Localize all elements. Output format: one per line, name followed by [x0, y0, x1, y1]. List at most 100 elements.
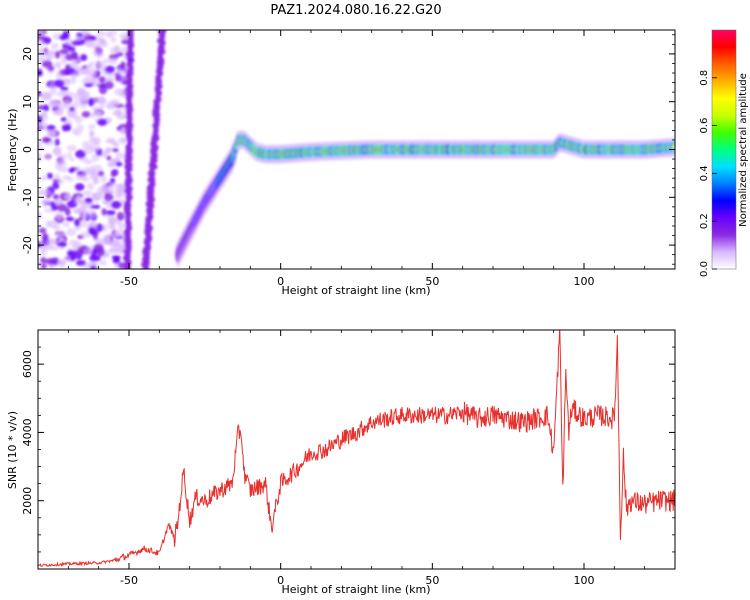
- spectrogram-cell: [83, 82, 94, 88]
- spectrogram-cell: [43, 137, 52, 143]
- spectrogram-cell: [87, 97, 95, 107]
- spectrogram-cell: [68, 156, 75, 162]
- y-tick-label: 6000: [21, 350, 34, 378]
- spectrogram-cell: [117, 222, 126, 230]
- spectrogram-cell: [54, 138, 60, 147]
- snr-background: [38, 330, 675, 569]
- spectrogram-cell: [103, 185, 115, 194]
- spectrogram-cell: [50, 203, 59, 211]
- spectrogram-cell: [108, 181, 117, 187]
- spectrogram-cell: [83, 177, 90, 182]
- spectrogram-cell: [78, 216, 84, 221]
- colorbar-tick-label: 0.6: [699, 118, 710, 134]
- x-tick-label: -50: [120, 574, 138, 587]
- spectrogram-cell: [79, 90, 90, 100]
- spectrogram-cell: [98, 95, 106, 103]
- snr-plot-area: [38, 330, 675, 568]
- spectrogram-cell: [89, 138, 100, 145]
- spectrogram-cell: [42, 36, 52, 45]
- spectrogram-cell: [51, 42, 59, 50]
- spectrogram-cell: [92, 42, 102, 51]
- spectrogram-cell: [74, 115, 83, 124]
- spectrogram-cell: [106, 137, 116, 143]
- spectrogram-cell: [52, 193, 60, 200]
- spectrogram-cell: [41, 199, 51, 204]
- spectrogram-cell: [91, 153, 100, 162]
- spectrogram-cell: [100, 174, 107, 183]
- spectrogram-cell: [62, 221, 71, 227]
- spectrogram-cell: [116, 211, 125, 221]
- spectrogram-y-axis: -20 -10 0 10 20: [21, 34, 675, 265]
- spectrogram-cell: [62, 30, 70, 39]
- spectrogram-cell: [57, 178, 65, 185]
- spectrogram-cell: [38, 115, 43, 124]
- spectrogram-cell: [113, 231, 120, 239]
- spectrogram-cell: [89, 112, 96, 118]
- spectrogram-cell: [65, 64, 71, 72]
- spectrogram-cell: [41, 115, 49, 121]
- spectrogram-cell: [73, 240, 82, 249]
- spectrogram-cell: [69, 106, 75, 112]
- spectrogram-cell: [71, 100, 80, 109]
- spectrogram-cell: [45, 238, 56, 247]
- spectrogram-cell: [66, 227, 76, 237]
- spectrogram-cell: [52, 110, 64, 116]
- spectrogram-cell: [38, 154, 43, 163]
- colorbar-ticks: 0.0 0.2 0.4 0.6 0.8: [699, 70, 717, 277]
- spectrogram-cell: [38, 146, 45, 151]
- spectrogram-cell: [53, 79, 65, 88]
- spectrogram-cell: [83, 247, 93, 256]
- spectrogram-x-axis: -50 0 50 100: [37, 30, 676, 288]
- spectrogram-cell: [80, 53, 88, 61]
- spectrogram-cell: [82, 190, 93, 197]
- spectrogram-cell: [66, 151, 73, 158]
- spectrogram-cell: [46, 172, 54, 180]
- spectrogram-cell: [115, 161, 123, 167]
- spectrogram-cell: [87, 67, 98, 76]
- y-tick-label: 20: [21, 47, 34, 61]
- spectrogram-cell: [65, 92, 76, 98]
- spectrogram-cell: [90, 265, 97, 269]
- spectrogram-cell: [112, 147, 119, 153]
- spectrogram-cell: [38, 47, 45, 53]
- spectrogram-cell: [113, 244, 125, 254]
- spectrogram-cell: [45, 153, 51, 161]
- spectrogram-cell: [102, 58, 111, 64]
- spectrogram-cell: [119, 198, 126, 203]
- spectrogram-cell: [75, 259, 87, 266]
- spectrogram-cell: [116, 69, 125, 75]
- spectrogram-cell: [38, 91, 43, 97]
- spectrogram-cell: [66, 249, 77, 256]
- spectrogram-cell: [113, 256, 120, 262]
- spectrogram-cell: [62, 99, 72, 109]
- spectrogram-cell: [103, 238, 112, 246]
- spectrogram-cell: [88, 35, 97, 41]
- spectrogram-cell: [73, 131, 82, 137]
- spectrogram-cell: [41, 60, 53, 68]
- spectrogram-cell: [110, 100, 120, 107]
- spectrogram-cell: [89, 173, 100, 181]
- spectrogram-cell: [54, 231, 65, 239]
- spectrogram-cell: [40, 263, 47, 269]
- spectrogram-cell: [86, 73, 97, 83]
- spectrogram-cell: [113, 45, 121, 54]
- spectrogram-cell: [88, 124, 96, 130]
- snr-y-axis: 2000 4000 6000: [21, 329, 675, 553]
- x-tick-label: 0: [277, 275, 284, 288]
- spectrogram-cell: [99, 104, 105, 110]
- spectrogram-cell: [85, 39, 95, 48]
- spectrogram-cell: [59, 48, 69, 55]
- spectrogram-cell: [109, 178, 116, 184]
- spectrogram-cell: [120, 127, 126, 135]
- spectrogram-cell: [84, 197, 93, 204]
- spectrogram-cell: [40, 250, 47, 257]
- spectrogram-cell: [56, 159, 67, 167]
- spectrogram-cell: [103, 193, 114, 202]
- spectrogram-x-label: Height of straight line (km): [281, 284, 430, 297]
- spectrogram-cell: [64, 123, 72, 132]
- spectrogram-cell: [62, 175, 71, 180]
- spectrogram-cell: [53, 173, 61, 181]
- spectrogram-cell: [98, 260, 107, 266]
- spectrogram-cell: [90, 204, 101, 209]
